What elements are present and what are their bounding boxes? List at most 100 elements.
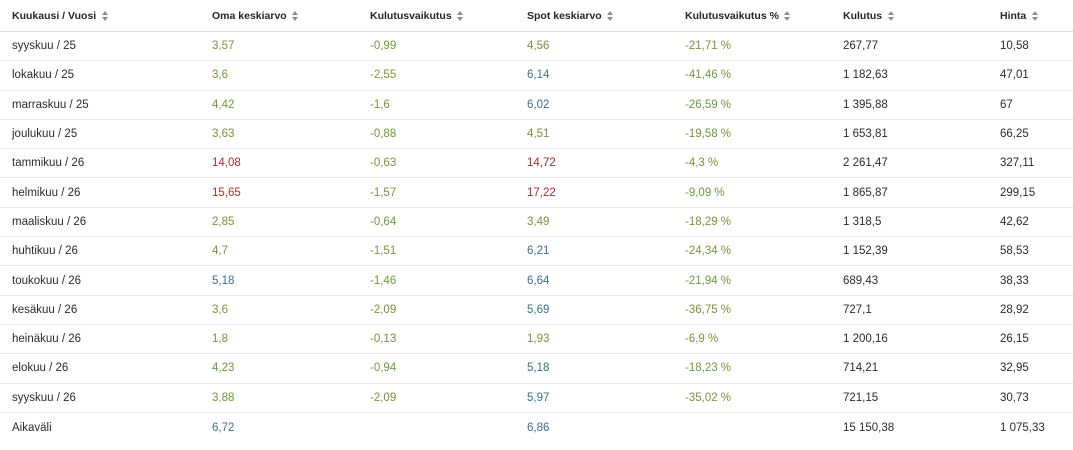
consumption-effect-cell: -2,09 xyxy=(370,391,397,404)
month-cell: lokakuu / 25 xyxy=(12,69,75,82)
month-cell: syyskuu / 25 xyxy=(12,40,76,53)
consumption-effect-percent-cell: -19,58 % xyxy=(685,128,732,141)
sort-icon[interactable] xyxy=(784,10,791,21)
column-header-label: Kulutusvaikutus xyxy=(370,9,452,22)
spot-average-cell: 6,64 xyxy=(527,274,550,287)
own-average-cell: 14,08 xyxy=(212,157,241,170)
consumption-effect-percent-cell: -18,23 % xyxy=(685,362,732,375)
spot-average-cell: 6,02 xyxy=(527,98,550,111)
table-row: lokakuu / 25 3,6 -2,55 6,14 -41,46 % 1 182,63… xyxy=(0,61,1073,91)
column-header-own-average[interactable]: Oma keskiarvo xyxy=(212,0,299,31)
consumption-cell: 1 653,81 xyxy=(843,128,888,141)
sort-icon[interactable] xyxy=(457,10,464,21)
table-row: tammikuu / 26 14,08 -0,63 14,72 -4,3 % 2 261,… xyxy=(0,149,1073,179)
column-header-consumption[interactable]: Kulutus xyxy=(843,0,894,31)
consumption-effect-percent-cell: -18,29 % xyxy=(685,215,732,228)
spot-average-cell: 5,69 xyxy=(527,303,550,316)
column-header-price[interactable]: Hinta xyxy=(1000,0,1038,31)
table-footer-row: Aikaväli 6,72 6,86 15 150,38 1 075,33 xyxy=(0,413,1073,442)
footer-own-average: 6,72 xyxy=(212,421,235,434)
table-row: syyskuu / 26 3,88 -2,09 5,97 -35,02 % 721,15 3… xyxy=(0,384,1073,413)
sort-icon[interactable] xyxy=(292,10,299,21)
spot-average-cell: 1,93 xyxy=(527,333,550,346)
consumption-effect-cell: -1,51 xyxy=(370,245,397,258)
table-row: maaliskuu / 26 2,85 -0,64 3,49 -18,29 % 1 318… xyxy=(0,208,1073,238)
price-cell: 299,15 xyxy=(1000,186,1036,199)
column-header-consumption-effect[interactable]: Kulutusvaikutus xyxy=(370,0,464,31)
consumption-effect-cell: -0,94 xyxy=(370,362,397,375)
column-header-label: Hinta xyxy=(1000,9,1027,22)
spot-average-cell: 6,21 xyxy=(527,245,550,258)
month-cell: huhtikuu / 26 xyxy=(12,245,78,258)
consumption-effect-percent-cell: -24,34 % xyxy=(685,245,732,258)
consumption-cell: 1 395,88 xyxy=(843,98,888,111)
sort-icon[interactable] xyxy=(1031,10,1038,21)
price-cell: 42,62 xyxy=(1000,215,1029,228)
consumption-cell: 727,1 xyxy=(843,303,872,316)
consumption-cell: 714,21 xyxy=(843,362,879,375)
consumption-effect-cell: -1,46 xyxy=(370,274,397,287)
table-header-row: Kuukausi / Vuosi Oma keskiarvo Kulutusva… xyxy=(0,0,1073,32)
spot-average-cell: 3,49 xyxy=(527,215,550,228)
own-average-cell: 4,23 xyxy=(212,362,235,375)
column-header-consumption-effect-percent[interactable]: Kulutusvaikutus % xyxy=(685,0,791,31)
column-header-label: Kulutus xyxy=(843,9,883,22)
month-cell: heinäkuu / 26 xyxy=(12,333,82,346)
consumption-effect-percent-cell: -6,9 % xyxy=(685,333,719,346)
month-cell: kesäkuu / 26 xyxy=(12,303,78,316)
table-row: heinäkuu / 26 1,8 -0,13 1,93 -6,9 % 1 200,16 2… xyxy=(0,325,1073,355)
month-cell: elokuu / 26 xyxy=(12,362,69,375)
price-cell: 327,11 xyxy=(1000,157,1035,170)
spot-average-cell: 14,72 xyxy=(527,157,556,170)
month-cell: syyskuu / 26 xyxy=(12,391,76,404)
month-cell: maaliskuu / 26 xyxy=(12,215,87,228)
price-cell: 28,92 xyxy=(1000,303,1029,316)
month-cell: joulukuu / 25 xyxy=(12,128,78,141)
consumption-effect-cell: -0,88 xyxy=(370,128,397,141)
sort-icon[interactable] xyxy=(101,10,108,21)
column-header-label: Kulutusvaikutus % xyxy=(685,9,779,22)
price-cell: 32,95 xyxy=(1000,362,1029,375)
column-header-spot-average[interactable]: Spot keskiarvo xyxy=(527,0,614,31)
own-average-cell: 3,6 xyxy=(212,303,228,316)
table-row: syyskuu / 25 3,57 -0,99 4,56 -21,71 % 267,77 1… xyxy=(0,32,1073,62)
month-cell: toukokuu / 26 xyxy=(12,274,82,287)
price-cell: 10,58 xyxy=(1000,40,1029,53)
consumption-effect-cell: -0,99 xyxy=(370,40,397,53)
spot-average-cell: 4,56 xyxy=(527,40,550,53)
price-cell: 47,01 xyxy=(1000,69,1029,82)
table-row: joulukuu / 25 3,63 -0,88 4,51 -19,58 % 1 653,… xyxy=(0,120,1073,150)
consumption-cell: 1 152,39 xyxy=(843,245,888,258)
column-header-label: Kuukausi / Vuosi xyxy=(12,9,97,22)
consumption-cell: 1 200,16 xyxy=(843,333,888,346)
table-row: elokuu / 26 4,23 -0,94 5,18 -18,23 % 714,21 32… xyxy=(0,354,1073,384)
sort-icon[interactable] xyxy=(607,10,614,21)
own-average-cell: 1,8 xyxy=(212,333,228,346)
own-average-cell: 5,18 xyxy=(212,274,235,287)
consumption-cell: 1 318,5 xyxy=(843,215,882,228)
consumption-effect-percent-cell: -21,71 % xyxy=(685,40,732,53)
own-average-cell: 2,85 xyxy=(212,215,235,228)
consumption-effect-percent-cell: -35,02 % xyxy=(685,391,732,404)
footer-price: 1 075,33 xyxy=(1000,421,1045,434)
footer-spot-average: 6,86 xyxy=(527,421,550,434)
consumption-effect-cell: -0,63 xyxy=(370,157,397,170)
table-row: marraskuu / 25 4,42 -1,6 6,02 -26,59 % 1 395,… xyxy=(0,91,1073,120)
spot-average-cell: 4,51 xyxy=(527,128,550,141)
month-cell: tammikuu / 26 xyxy=(12,157,85,170)
spot-average-cell: 5,97 xyxy=(527,391,550,404)
consumption-effect-percent-cell: -4,3 % xyxy=(685,157,719,170)
consumption-effect-percent-cell: -21,94 % xyxy=(685,274,732,287)
consumption-cell: 689,43 xyxy=(843,274,879,287)
footer-consumption: 15 150,38 xyxy=(843,421,895,434)
consumption-effect-percent-cell: -36,75 % xyxy=(685,303,732,316)
sort-icon[interactable] xyxy=(887,10,894,21)
column-header-month[interactable]: Kuukausi / Vuosi xyxy=(12,0,108,31)
price-cell: 66,25 xyxy=(1000,128,1029,141)
own-average-cell: 3,88 xyxy=(212,391,235,404)
price-cell: 26,15 xyxy=(1000,333,1029,346)
column-header-label: Spot keskiarvo xyxy=(527,9,602,22)
column-header-label: Oma keskiarvo xyxy=(212,9,287,22)
own-average-cell: 3,57 xyxy=(212,40,235,53)
